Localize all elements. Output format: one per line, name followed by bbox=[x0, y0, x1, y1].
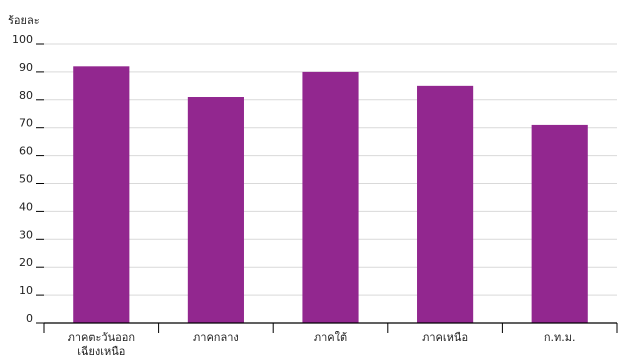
y-tick-label: 90 bbox=[19, 61, 33, 74]
x-tick-label: ก.ท.ม. bbox=[544, 331, 576, 344]
bar bbox=[187, 97, 244, 323]
y-tick-label: 20 bbox=[19, 256, 33, 269]
y-tick-label: 60 bbox=[19, 145, 33, 158]
x-tick-label: ภาคใต้ bbox=[314, 331, 347, 344]
y-tick-label: 0 bbox=[26, 312, 33, 325]
bars bbox=[73, 66, 588, 324]
y-tick-label: 50 bbox=[19, 173, 33, 186]
y-tick-label: 100 bbox=[12, 33, 33, 46]
bar bbox=[417, 85, 474, 323]
y-tick-label: 30 bbox=[19, 228, 33, 241]
x-tick-label: ภาคเหนือ bbox=[422, 331, 468, 344]
y-tick-label: 40 bbox=[19, 200, 33, 213]
x-axis: ภาคตะวันออกเฉียงเหนือ ภาคกลาง ภาคใต้ ภาคเหน… bbox=[43, 322, 618, 358]
bar bbox=[531, 124, 588, 323]
y-tick-label: 70 bbox=[19, 117, 33, 130]
x-tick-label: ภาคตะวันออกเฉียงเหนือ bbox=[68, 331, 135, 358]
y-axis-unit-label: ร้อยละ bbox=[8, 14, 40, 27]
y-tick-label: 80 bbox=[19, 89, 33, 102]
y-tick-label: 10 bbox=[19, 284, 33, 297]
y-axis-ticks: 0 10 20 30 40 50 60 70 80 90 100 bbox=[12, 33, 44, 325]
x-tick-label: ภาคกลาง bbox=[193, 331, 239, 344]
bar bbox=[302, 71, 359, 324]
bar bbox=[73, 66, 130, 323]
